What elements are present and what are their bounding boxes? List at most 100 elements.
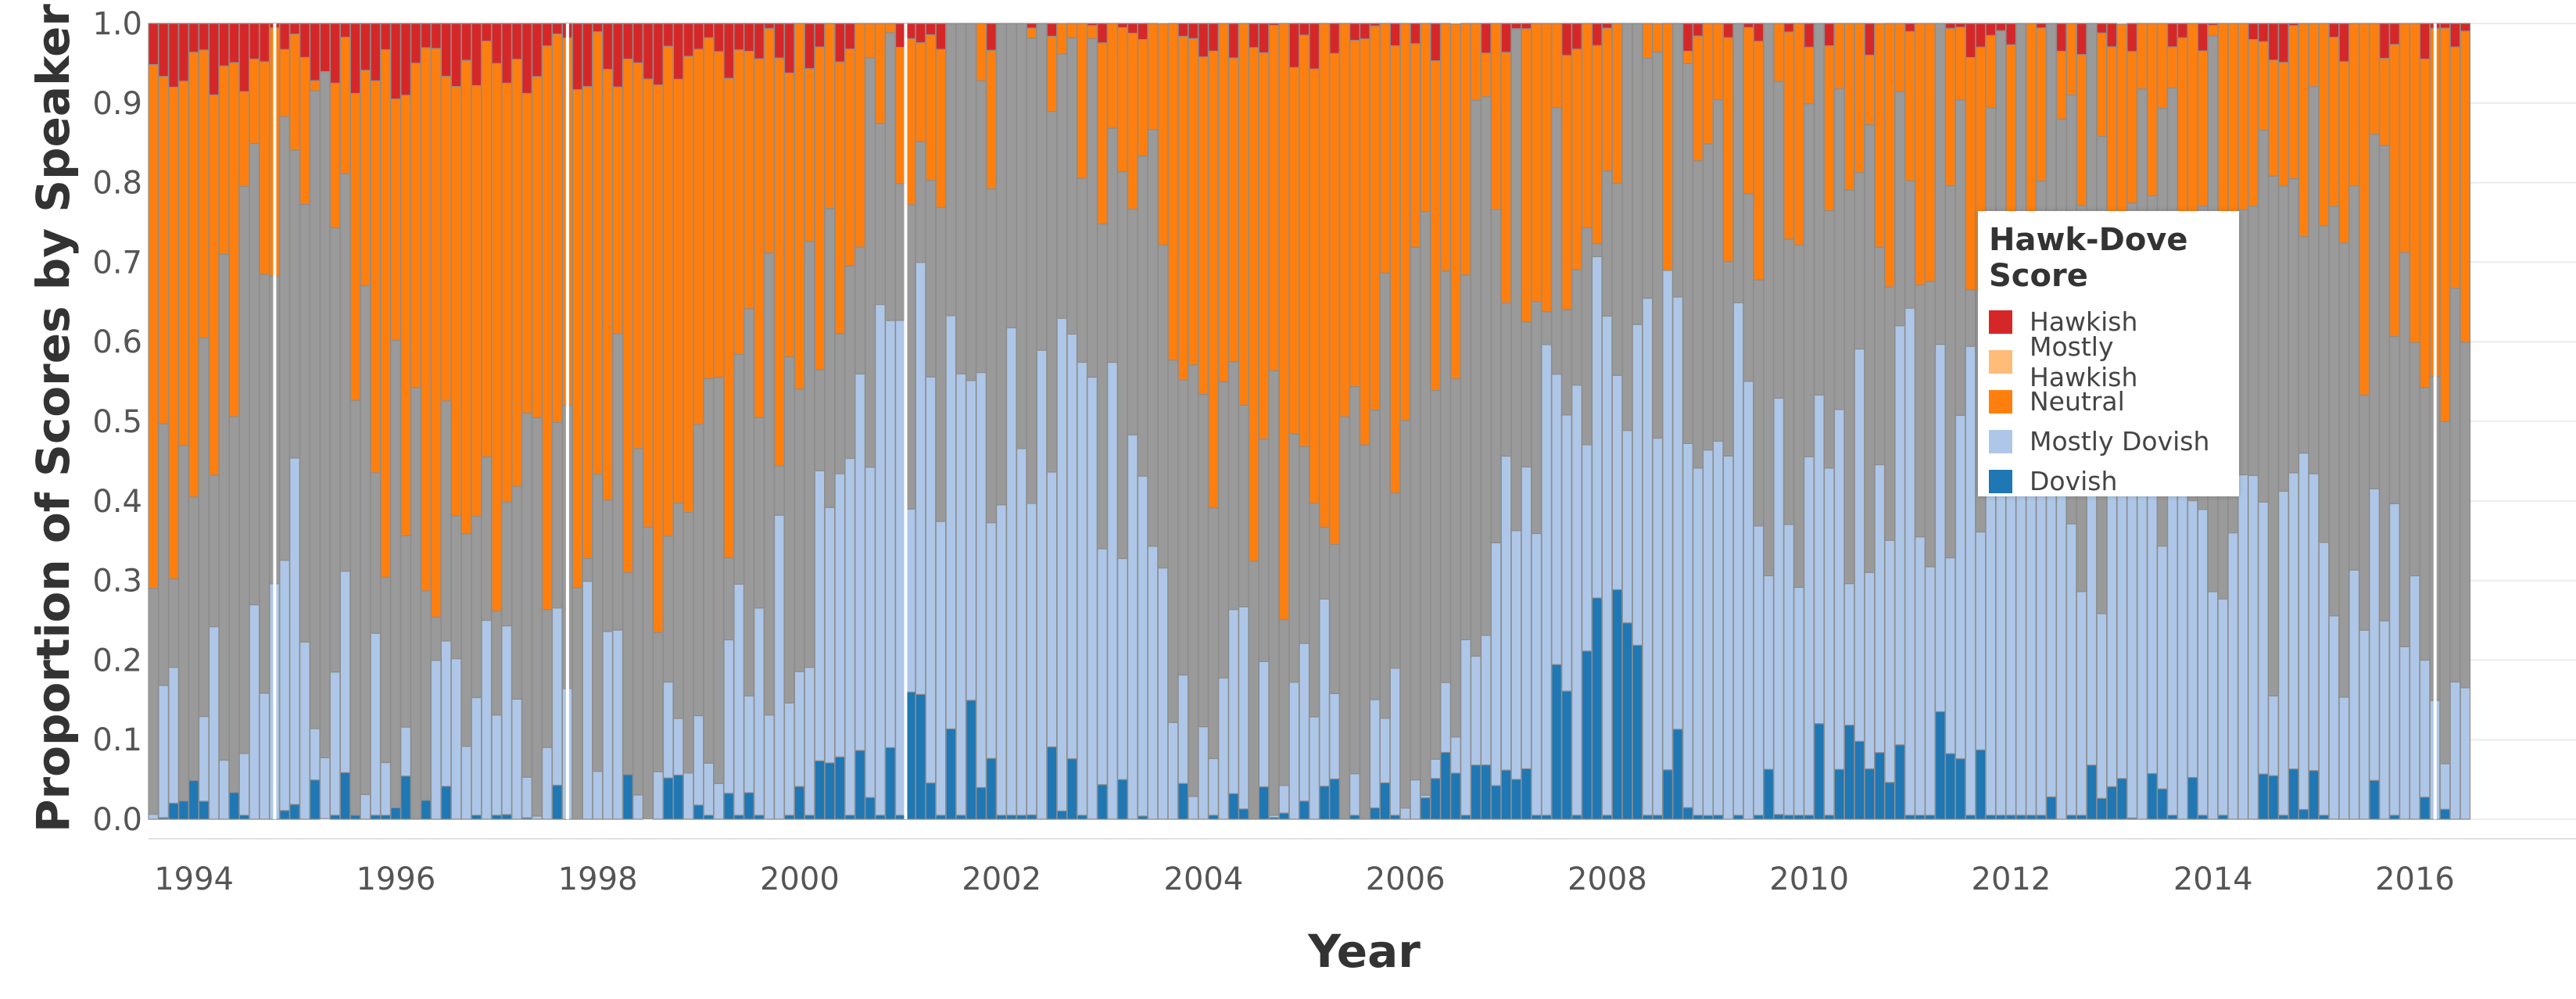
bar-stack[interactable]: [1541, 23, 1553, 820]
bar-stack[interactable]: [672, 23, 684, 820]
bar-stack[interactable]: [168, 23, 179, 820]
bar-stack[interactable]: [1127, 23, 1138, 820]
bar-stack[interactable]: [532, 23, 543, 820]
bar-stack[interactable]: [1107, 23, 1118, 820]
bar-stack[interactable]: [551, 23, 563, 820]
bar-stack[interactable]: [1823, 23, 1835, 820]
bar-stack[interactable]: [1319, 23, 1330, 820]
bar-stack[interactable]: [1278, 23, 1290, 820]
bar-stack[interactable]: [2369, 23, 2380, 820]
bar-stack[interactable]: [1682, 23, 1693, 820]
bar-stack[interactable]: [2318, 23, 2330, 820]
bar-stack[interactable]: [1208, 23, 1219, 820]
bar-stack[interactable]: [2439, 23, 2451, 820]
bar-stack[interactable]: [329, 23, 341, 820]
bar-stack[interactable]: [1601, 23, 1613, 820]
legend-item-hawkish[interactable]: Hawkish: [1989, 302, 2228, 342]
bar-stack[interactable]: [1632, 23, 1643, 820]
bar-stack[interactable]: [2449, 23, 2461, 820]
bar-stack[interactable]: [915, 23, 926, 820]
bar-stack[interactable]: [1521, 23, 1532, 820]
bar-stack[interactable]: [1854, 23, 1865, 820]
bar-stack[interactable]: [1531, 23, 1542, 820]
bar-stack[interactable]: [2348, 23, 2360, 820]
bar-stack[interactable]: [208, 23, 220, 820]
bar-stack[interactable]: [1399, 23, 1411, 820]
bar-stack[interactable]: [683, 23, 694, 820]
bar-stack[interactable]: [1450, 23, 1461, 820]
bar-stack[interactable]: [733, 23, 744, 820]
bar-stack[interactable]: [1147, 23, 1159, 820]
bar-stack[interactable]: [1056, 23, 1068, 820]
bar-stack[interactable]: [1339, 23, 1350, 820]
bar-stack[interactable]: [693, 23, 704, 820]
bar-stack[interactable]: [1843, 23, 1855, 820]
bar-stack[interactable]: [430, 23, 442, 820]
bar-stack[interactable]: [1662, 23, 1673, 820]
bar-stack[interactable]: [2298, 23, 2309, 820]
bar-stack[interactable]: [582, 23, 593, 820]
bar-stack[interactable]: [754, 23, 765, 820]
bar-stack[interactable]: [1753, 23, 1765, 820]
bar-stack[interactable]: [1642, 23, 1653, 820]
bar-stack[interactable]: [319, 23, 331, 819]
bar-stack[interactable]: [1935, 23, 1946, 820]
bar-stack[interactable]: [1783, 23, 1794, 820]
bar-stack[interactable]: [198, 23, 210, 820]
bar-stack[interactable]: [1349, 23, 1360, 820]
bar-stack[interactable]: [653, 23, 664, 820]
bar-stack[interactable]: [1732, 23, 1744, 820]
bar-stack[interactable]: [1925, 23, 1936, 820]
bar-stack[interactable]: [360, 23, 371, 820]
bar-stack[interactable]: [955, 23, 967, 820]
bar-stack[interactable]: [1369, 23, 1381, 820]
bar-stack[interactable]: [1167, 23, 1179, 820]
bar-stack[interactable]: [249, 23, 260, 820]
bar-stack[interactable]: [2338, 23, 2350, 820]
legend-item-mostly-hawkish[interactable]: Mostly Hawkish: [1989, 331, 2228, 392]
bar-stack[interactable]: [380, 23, 392, 820]
bar-stack[interactable]: [289, 23, 300, 820]
bar-stack[interactable]: [410, 23, 421, 820]
bar-stack[interactable]: [1157, 23, 1169, 820]
bar-stack[interactable]: [1703, 23, 1714, 820]
bar-stack[interactable]: [1389, 23, 1401, 820]
bar-stack[interactable]: [2379, 23, 2390, 820]
bar-stack[interactable]: [1087, 23, 1098, 820]
bar-stack[interactable]: [1016, 23, 1027, 820]
bar-stack[interactable]: [703, 23, 715, 820]
bar-stack[interactable]: [1884, 23, 1896, 820]
bar-stack[interactable]: [1177, 23, 1189, 820]
bar-stack[interactable]: [1510, 23, 1522, 820]
bar-stack[interactable]: [1500, 23, 1512, 820]
bar-stack[interactable]: [1248, 23, 1259, 820]
bar-stack[interactable]: [976, 23, 987, 820]
bar-stack[interactable]: [1258, 23, 1270, 820]
bar-stack[interactable]: [148, 23, 159, 820]
bar-stack[interactable]: [1904, 23, 1915, 820]
bar-stack[interactable]: [1410, 23, 1421, 820]
bar-stack[interactable]: [804, 23, 815, 820]
bar-stack[interactable]: [1329, 23, 1340, 820]
bar-stack[interactable]: [1117, 23, 1128, 820]
bar-stack[interactable]: [1471, 23, 1481, 820]
bar-stack[interactable]: [925, 23, 937, 820]
bar-stack[interactable]: [662, 23, 674, 820]
bar-stack[interactable]: [1238, 23, 1249, 820]
bar-stack[interactable]: [1046, 23, 1058, 820]
bar-stack[interactable]: [521, 23, 532, 820]
bar-stack[interactable]: [218, 23, 230, 820]
bar-stack[interactable]: [996, 23, 1007, 820]
bar-stack[interactable]: [188, 23, 199, 820]
bar-stack[interactable]: [279, 23, 290, 820]
bar-stack[interactable]: [986, 23, 997, 820]
bar-stack[interactable]: [2389, 23, 2400, 820]
bar-stack[interactable]: [460, 23, 472, 820]
bar-stack[interactable]: [1097, 23, 1108, 820]
bar-stack[interactable]: [844, 23, 856, 820]
bar-stack[interactable]: [481, 23, 493, 820]
bar-stack[interactable]: [2399, 23, 2410, 820]
bar-stack[interactable]: [1480, 23, 1492, 820]
bar-stack[interactable]: [643, 23, 654, 819]
bar-stack[interactable]: [1137, 23, 1148, 820]
